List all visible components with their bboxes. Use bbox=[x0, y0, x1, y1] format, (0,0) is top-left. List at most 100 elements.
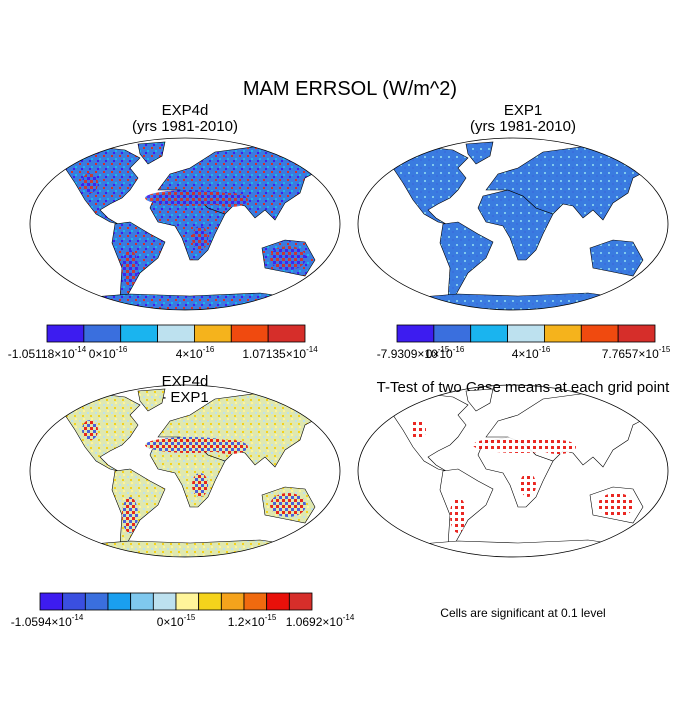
hotspot bbox=[270, 246, 306, 270]
colorbar-label: 7.7657×10-15 bbox=[602, 345, 671, 361]
label-exponent: -14 bbox=[343, 613, 355, 622]
colorbar-box bbox=[617, 324, 656, 343]
hotspot bbox=[212, 440, 248, 454]
map bbox=[357, 137, 669, 311]
colorbar-box bbox=[198, 592, 222, 611]
colorbar-label: -7.9309×10-15 bbox=[377, 345, 450, 361]
map bbox=[29, 137, 341, 311]
panel-title: - EXP1 bbox=[161, 389, 209, 406]
label-mantissa: 0×10 bbox=[157, 615, 184, 629]
panel-title: EXP4d bbox=[162, 373, 209, 390]
hotspot bbox=[473, 437, 563, 453]
colorbar-label: -1.0594×10-14 bbox=[11, 613, 84, 629]
hotspot bbox=[122, 250, 138, 286]
hotspot bbox=[540, 440, 576, 454]
label-exponent: -16 bbox=[203, 345, 215, 354]
map bbox=[357, 384, 669, 558]
colorbar-box bbox=[266, 592, 290, 611]
colorbar-box bbox=[130, 592, 154, 611]
label-mantissa: 4×10 bbox=[512, 347, 539, 361]
colorbar-box bbox=[107, 592, 132, 611]
hotspot bbox=[145, 437, 235, 453]
label-mantissa: 1.07135×10 bbox=[242, 347, 306, 361]
hotspot bbox=[192, 473, 208, 497]
map-border bbox=[357, 137, 669, 311]
hotspot bbox=[82, 420, 98, 440]
colorbar-label: 4×10-16 bbox=[176, 345, 215, 361]
label-mantissa: 1.2×10 bbox=[228, 615, 265, 629]
panel-title: (yrs 1981-2010) bbox=[470, 118, 576, 135]
hotspot bbox=[145, 190, 235, 206]
map-border bbox=[29, 384, 341, 558]
colorbar-box bbox=[39, 592, 64, 611]
hotspot bbox=[212, 193, 248, 207]
map-body bbox=[372, 388, 659, 557]
colorbar-label: 0×10-16 bbox=[426, 345, 465, 361]
label-mantissa: 1.0692×10 bbox=[286, 615, 343, 629]
colorbar-box bbox=[62, 592, 86, 611]
colorbar-box bbox=[120, 324, 158, 343]
hotspot bbox=[450, 497, 466, 533]
label-mantissa: 0×10 bbox=[426, 347, 453, 361]
hotspot bbox=[520, 473, 536, 497]
colorbar-label: 4×10-16 bbox=[512, 345, 551, 361]
hotspots bbox=[410, 420, 634, 533]
hotspot bbox=[270, 493, 306, 517]
colorbar-box bbox=[267, 324, 306, 343]
label-exponent: -14 bbox=[306, 345, 318, 354]
colorbar-box bbox=[194, 324, 232, 343]
colorbar-box bbox=[470, 324, 508, 343]
label-exponent: -16 bbox=[539, 345, 551, 354]
label-mantissa: 7.7657×10 bbox=[602, 347, 659, 361]
map bbox=[29, 384, 341, 558]
figure-title: MAM ERRSOL (W/m^2) bbox=[243, 78, 457, 100]
colorbar-box bbox=[396, 324, 435, 343]
label-exponent: -15 bbox=[659, 345, 671, 354]
label-exponent: -16 bbox=[116, 345, 128, 354]
hotspot bbox=[598, 493, 634, 517]
label-mantissa: -7.9309×10 bbox=[377, 347, 438, 361]
continents bbox=[372, 141, 659, 310]
note: Cells are significant at 0.1 level bbox=[440, 606, 605, 620]
colorbar-box bbox=[230, 324, 269, 343]
continents bbox=[44, 388, 331, 557]
hotspots bbox=[82, 173, 306, 286]
map-body bbox=[44, 141, 331, 310]
colorbar-box bbox=[220, 592, 245, 611]
colorbar-box bbox=[507, 324, 545, 343]
hotspots bbox=[82, 420, 306, 533]
panel-title: T-Test of two Case means at each grid po… bbox=[377, 379, 670, 396]
label-exponent: -16 bbox=[453, 345, 465, 354]
hotspot bbox=[192, 226, 208, 250]
label-exponent: -15 bbox=[184, 613, 196, 622]
colorbar-box bbox=[152, 592, 177, 611]
colorbar-box bbox=[46, 324, 85, 343]
panel-title: (yrs 1981-2010) bbox=[132, 118, 238, 135]
label-exponent: -14 bbox=[72, 613, 84, 622]
colorbar-box bbox=[175, 592, 200, 611]
map-border bbox=[29, 137, 341, 311]
colorbar-box bbox=[84, 592, 109, 611]
colorbar-box bbox=[580, 324, 619, 343]
hotspot bbox=[122, 497, 138, 533]
hotspot bbox=[410, 420, 426, 440]
colorbar-box bbox=[83, 324, 122, 343]
label-exponent: -15 bbox=[438, 345, 450, 354]
colorbar-label: -1.05118×10-14 bbox=[8, 345, 87, 361]
colorbar-label: 0×10-15 bbox=[157, 613, 196, 629]
panel-title: EXP1 bbox=[504, 102, 542, 119]
colorbar-label: 1.0692×10-14 bbox=[286, 613, 355, 629]
label-mantissa: 0×10 bbox=[89, 347, 116, 361]
hotspot bbox=[82, 173, 98, 193]
map-body bbox=[44, 388, 331, 557]
continents bbox=[44, 141, 331, 310]
label-exponent: -14 bbox=[75, 345, 87, 354]
label-exponent: -15 bbox=[265, 613, 277, 622]
colorbar-box bbox=[157, 324, 195, 343]
colorbar-box bbox=[433, 324, 472, 343]
colorbar-label: 0×10-16 bbox=[89, 345, 128, 361]
panel-title: EXP4d bbox=[162, 102, 209, 119]
colorbar-box bbox=[243, 592, 268, 611]
label-mantissa: 4×10 bbox=[176, 347, 203, 361]
